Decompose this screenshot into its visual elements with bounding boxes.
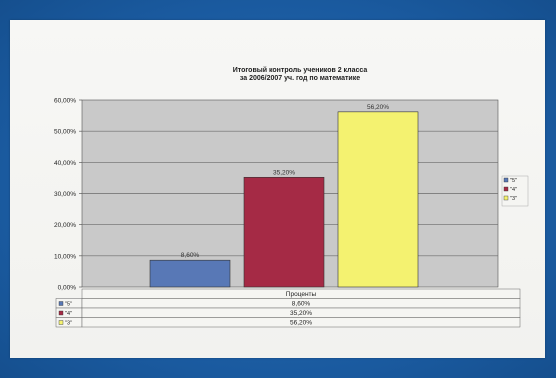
table-row-key: "4" [65, 311, 72, 317]
table-row-swatch [58, 320, 64, 325]
data-label: 35,20% [273, 169, 295, 176]
y-tick-label: 30,00% [54, 191, 76, 198]
bar-3 [337, 111, 419, 288]
table-row-value: 8,60% [292, 301, 311, 308]
y-tick-label: 0,00% [58, 285, 77, 292]
data-label: 8,60% [181, 252, 200, 259]
legend-label: "4" [510, 187, 517, 193]
table-row-value: 56,20% [290, 320, 312, 327]
legend-label: "5" [510, 178, 517, 184]
bar-1 [149, 259, 231, 288]
chart-title-line2: за 2006/2007 уч. год по математике [239, 75, 361, 82]
y-tick-label: 60,00% [54, 98, 76, 105]
table-row-swatch [58, 310, 64, 316]
y-tick-label: 50,00% [54, 129, 76, 136]
table-row-key: "3" [65, 321, 72, 327]
y-tick-label: 10,00% [54, 253, 76, 260]
table-row-swatch [58, 301, 64, 306]
table-header-label: Проценты [286, 291, 317, 298]
data-label: 56,20% [367, 104, 389, 111]
table-row-value-cell [81, 317, 521, 328]
legend-swatch [503, 177, 509, 183]
y-tick-label: 40,00% [54, 160, 76, 167]
legend-swatch [503, 186, 509, 192]
table-row-key: "5" [65, 302, 72, 308]
chart-title: Итоговый контроль учеников 2 класса за 2… [140, 67, 460, 83]
bar-2 [243, 176, 325, 288]
table-row-value: 35,20% [290, 310, 312, 317]
y-tick-label: 20,00% [54, 222, 76, 229]
legend-swatch [503, 195, 509, 201]
legend-label: "3" [510, 196, 517, 202]
chart-title-line1: Итоговый контроль учеников 2 класса [232, 67, 368, 74]
